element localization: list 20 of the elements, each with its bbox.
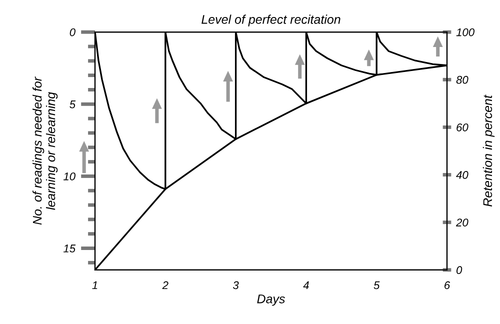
y2-tick-label: 100 — [456, 28, 474, 36]
x-tick-label: 3 — [232, 281, 239, 290]
y-axis-title: No. of readings needed for learning or relearning — [32, 76, 58, 225]
chart-title: Level of perfect recitation — [202, 14, 340, 26]
y-tick-label: 15 — [63, 244, 76, 252]
y-tick-label: 0 — [70, 28, 76, 36]
y2-tick-label: 0 — [456, 266, 462, 274]
y2-axis-title: Retention in percent — [482, 94, 495, 207]
y2-tick-label: 20 — [456, 218, 468, 226]
x-axis-title: Days — [257, 294, 285, 306]
y2-tick-label: 60 — [456, 123, 468, 132]
y2-tick-label: 80 — [456, 76, 468, 84]
y-tick-label: 10 — [63, 172, 76, 180]
x-tick-label: 4 — [303, 281, 309, 290]
x-tick-label: 1 — [92, 281, 98, 290]
x-tick-label: 2 — [162, 281, 168, 290]
x-tick-label: 6 — [444, 281, 450, 290]
y-tick-label: 5 — [70, 100, 76, 108]
x-tick-label: 5 — [374, 281, 380, 290]
y2-tick-label: 40 — [456, 171, 468, 179]
